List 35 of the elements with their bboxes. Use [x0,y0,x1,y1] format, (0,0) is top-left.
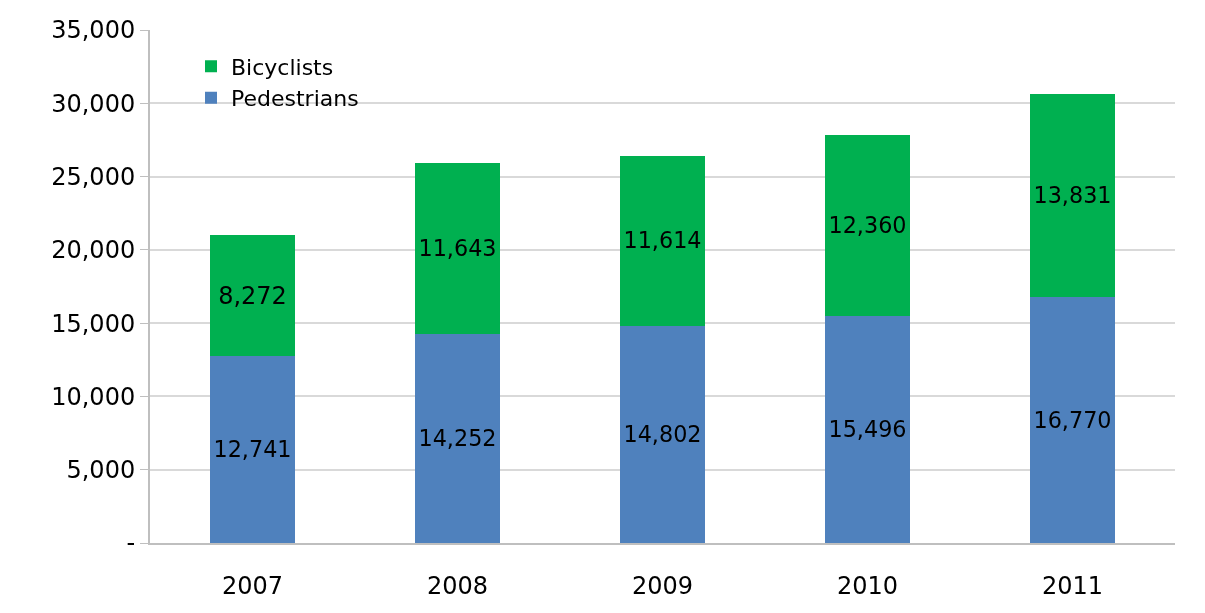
bar [1030,297,1115,543]
data-label: 14,802 [623,420,702,447]
data-label: 16,770 [1033,406,1112,433]
data-label: 12,741 [213,436,292,463]
x-tick-label: 2008 [426,571,489,600]
bar [210,356,295,543]
data-label: 12,360 [828,211,907,238]
bar [210,235,295,357]
bar [1030,94,1115,298]
data-label: 14,252 [418,424,497,451]
y-tick-label: - [126,529,136,558]
data-label: 11,643 [418,235,497,262]
bar [415,163,500,335]
bar [620,326,705,543]
data-label: 15,496 [828,415,907,442]
y-tick-label: 15,000 [51,309,136,338]
x-tick-label: 2009 [631,571,694,600]
data-label: 13,831 [1033,182,1112,209]
y-tick-label: 30,000 [51,89,136,118]
data-label: 8,272 [218,281,287,310]
y-tick-label: 25,000 [51,162,136,191]
x-tick-label: 2011 [1041,571,1104,600]
y-tick-label: 35,000 [51,16,136,45]
x-tick-label: 2007 [221,571,284,600]
bar [825,315,910,543]
data-label: 11,614 [623,227,702,254]
y-tick-label: 5,000 [66,456,136,485]
legend-label: Bicyclists [231,54,334,80]
bar [620,155,705,327]
bar [825,134,910,316]
x-tick-label: 2010 [836,571,899,600]
legend-label: Pedestrians [231,86,359,112]
y-tick-label: 20,000 [51,236,136,265]
y-tick-label: 10,000 [51,382,136,411]
bar [415,334,500,543]
